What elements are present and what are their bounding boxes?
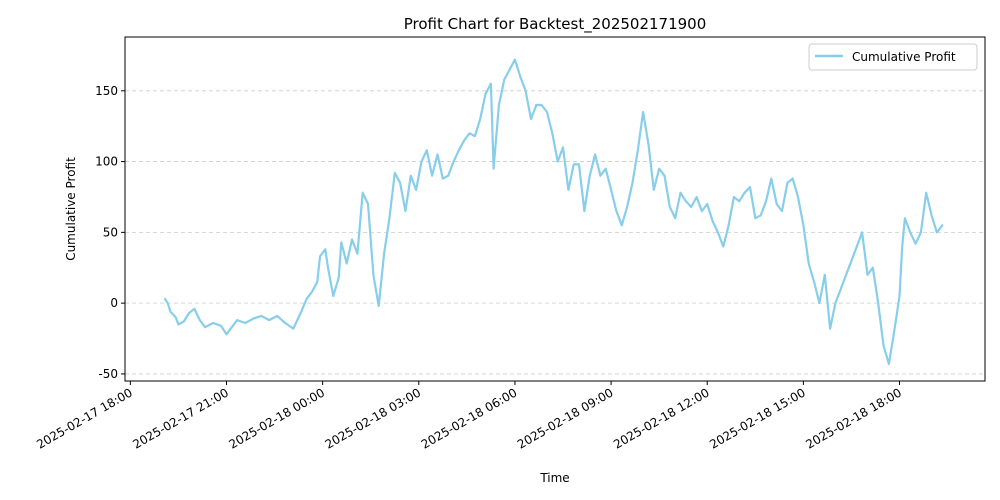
y-axis: -50 0 50 100 150 (95, 84, 125, 381)
grid (125, 90, 985, 375)
legend-box (808, 43, 978, 71)
series-line-0 (164, 58, 944, 366)
y-tick-label: 50 (103, 225, 118, 239)
y-tick-label: -50 (98, 367, 118, 381)
legend: Cumulative Profit (808, 43, 978, 71)
y-tick-label: 150 (95, 84, 118, 98)
series-layer (164, 58, 944, 366)
y-axis-label: Cumulative Profit (64, 157, 78, 261)
plot-frame (124, 36, 986, 382)
y-tick-label: 100 (95, 155, 118, 169)
legend-label: Cumulative Profit (852, 50, 956, 64)
y-tick-label: 0 (110, 296, 118, 310)
x-axis-label: Time (539, 471, 569, 485)
chart-title: Profit Chart for Backtest_202502171900 (404, 15, 707, 34)
